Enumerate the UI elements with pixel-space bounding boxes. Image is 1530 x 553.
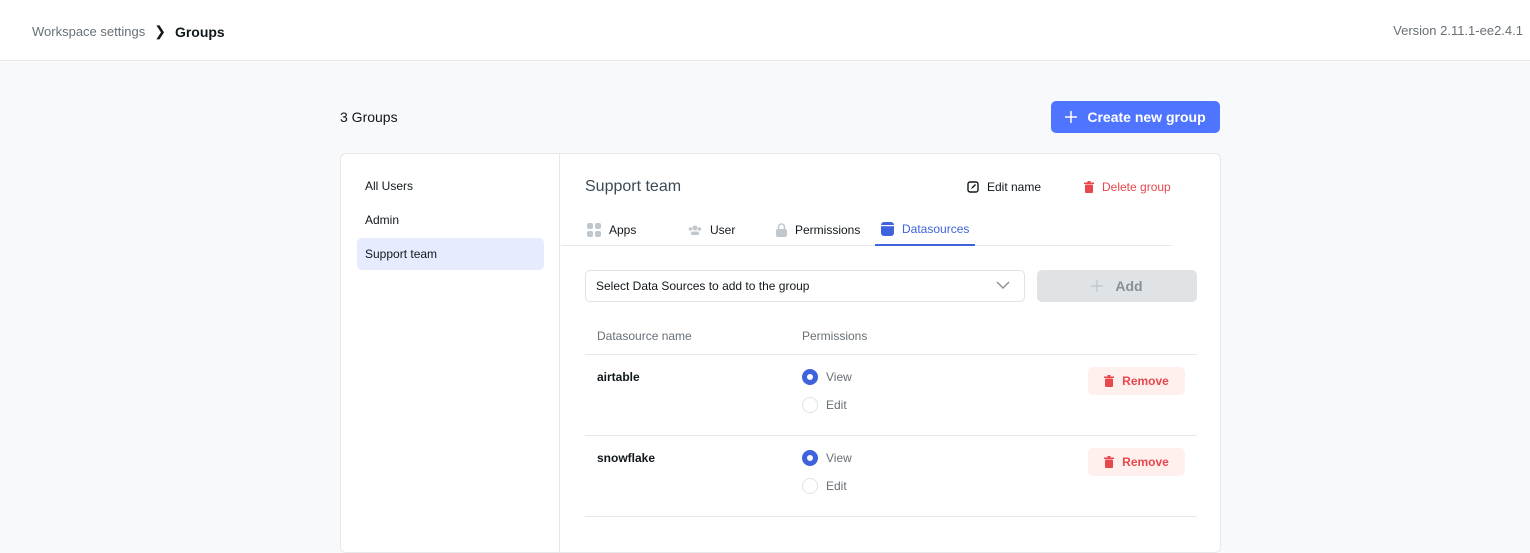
tab-permissions[interactable]: Permissions	[776, 214, 860, 246]
tab-user-label: User	[710, 223, 736, 237]
radio-edit[interactable]: Edit	[802, 397, 847, 413]
column-header-permissions: Permissions	[802, 329, 868, 343]
datasource-name: airtable	[597, 370, 640, 384]
chevron-down-icon	[996, 281, 1010, 289]
radio-view-label: View	[826, 370, 852, 384]
trash-icon	[1104, 456, 1115, 468]
edit-icon	[967, 181, 979, 193]
trash-icon	[1104, 375, 1115, 387]
divider	[585, 354, 1197, 355]
radio-unchecked-icon	[802, 397, 818, 413]
breadcrumb-workspace-settings[interactable]: Workspace settings	[32, 24, 146, 39]
group-count: 3 Groups	[340, 109, 398, 125]
group-detail: Support team Edit name Delete group Apps…	[561, 154, 1220, 552]
users-icon	[688, 225, 702, 235]
column-header-datasource-name: Datasource name	[597, 329, 692, 343]
create-new-group-button[interactable]: Create new group	[1051, 101, 1220, 133]
breadcrumb-groups: Groups	[174, 23, 225, 40]
edit-name-label: Edit name	[987, 180, 1042, 194]
plus-icon	[1091, 280, 1104, 292]
edit-name-button[interactable]: Edit name	[967, 180, 1041, 194]
version-label: Version 2.11.1-ee2.4.1	[1393, 23, 1523, 38]
remove-button[interactable]: Remove	[1088, 367, 1185, 395]
group-item-all-users[interactable]: All Users	[365, 179, 414, 193]
divider	[585, 435, 1197, 436]
group-title: Support team	[585, 178, 682, 195]
tab-datasources[interactable]: Datasources	[875, 214, 976, 246]
radio-view-label: View	[826, 451, 852, 465]
remove-button[interactable]: Remove	[1088, 448, 1185, 476]
apps-icon	[587, 223, 601, 237]
tab-apps-label: Apps	[609, 223, 637, 237]
add-button[interactable]: Add	[1037, 270, 1197, 302]
group-item-admin[interactable]: Admin	[365, 213, 400, 227]
groups-sidebar: All Users Admin Support team	[341, 154, 560, 552]
remove-label: Remove	[1122, 374, 1169, 388]
groups-card: All Users Admin Support team Support tea…	[340, 153, 1221, 553]
create-new-group-label: Create new group	[1087, 109, 1206, 125]
radio-edit-label: Edit	[826, 398, 847, 412]
breadcrumb: Workspace settings ❯ Groups	[32, 23, 225, 40]
delete-group-button[interactable]: Delete group	[1084, 180, 1171, 194]
radio-checked-icon	[802, 369, 818, 385]
remove-label: Remove	[1122, 455, 1169, 469]
radio-view[interactable]: View	[802, 369, 852, 385]
tab-apps[interactable]: Apps	[587, 214, 636, 246]
datasource-select[interactable]: Select Data Sources to add to the group	[585, 270, 1025, 302]
plus-icon	[1065, 111, 1078, 123]
group-item-support-team[interactable]: Support team	[357, 238, 544, 270]
radio-view[interactable]: View	[802, 450, 852, 466]
radio-unchecked-icon	[802, 478, 818, 494]
radio-edit-label: Edit	[826, 479, 847, 493]
trash-icon	[1084, 181, 1094, 193]
lock-icon	[776, 223, 787, 237]
datasource-select-placeholder: Select Data Sources to add to the group	[596, 279, 810, 293]
delete-group-label: Delete group	[1102, 180, 1171, 194]
radio-checked-icon	[802, 450, 818, 466]
group-tabs: Apps User Permissions Datasources	[561, 214, 1172, 246]
tab-user[interactable]: User	[688, 214, 735, 246]
database-icon	[881, 222, 894, 236]
datasource-name: snowflake	[597, 451, 656, 465]
radio-edit[interactable]: Edit	[802, 478, 847, 494]
add-label: Add	[1115, 278, 1143, 294]
tab-permissions-label: Permissions	[795, 223, 861, 237]
divider	[585, 516, 1197, 517]
tab-datasources-label: Datasources	[902, 222, 970, 236]
top-bar: Workspace settings ❯ Groups Version 2.11…	[0, 0, 1530, 61]
chevron-right-icon: ❯	[154, 23, 166, 39]
